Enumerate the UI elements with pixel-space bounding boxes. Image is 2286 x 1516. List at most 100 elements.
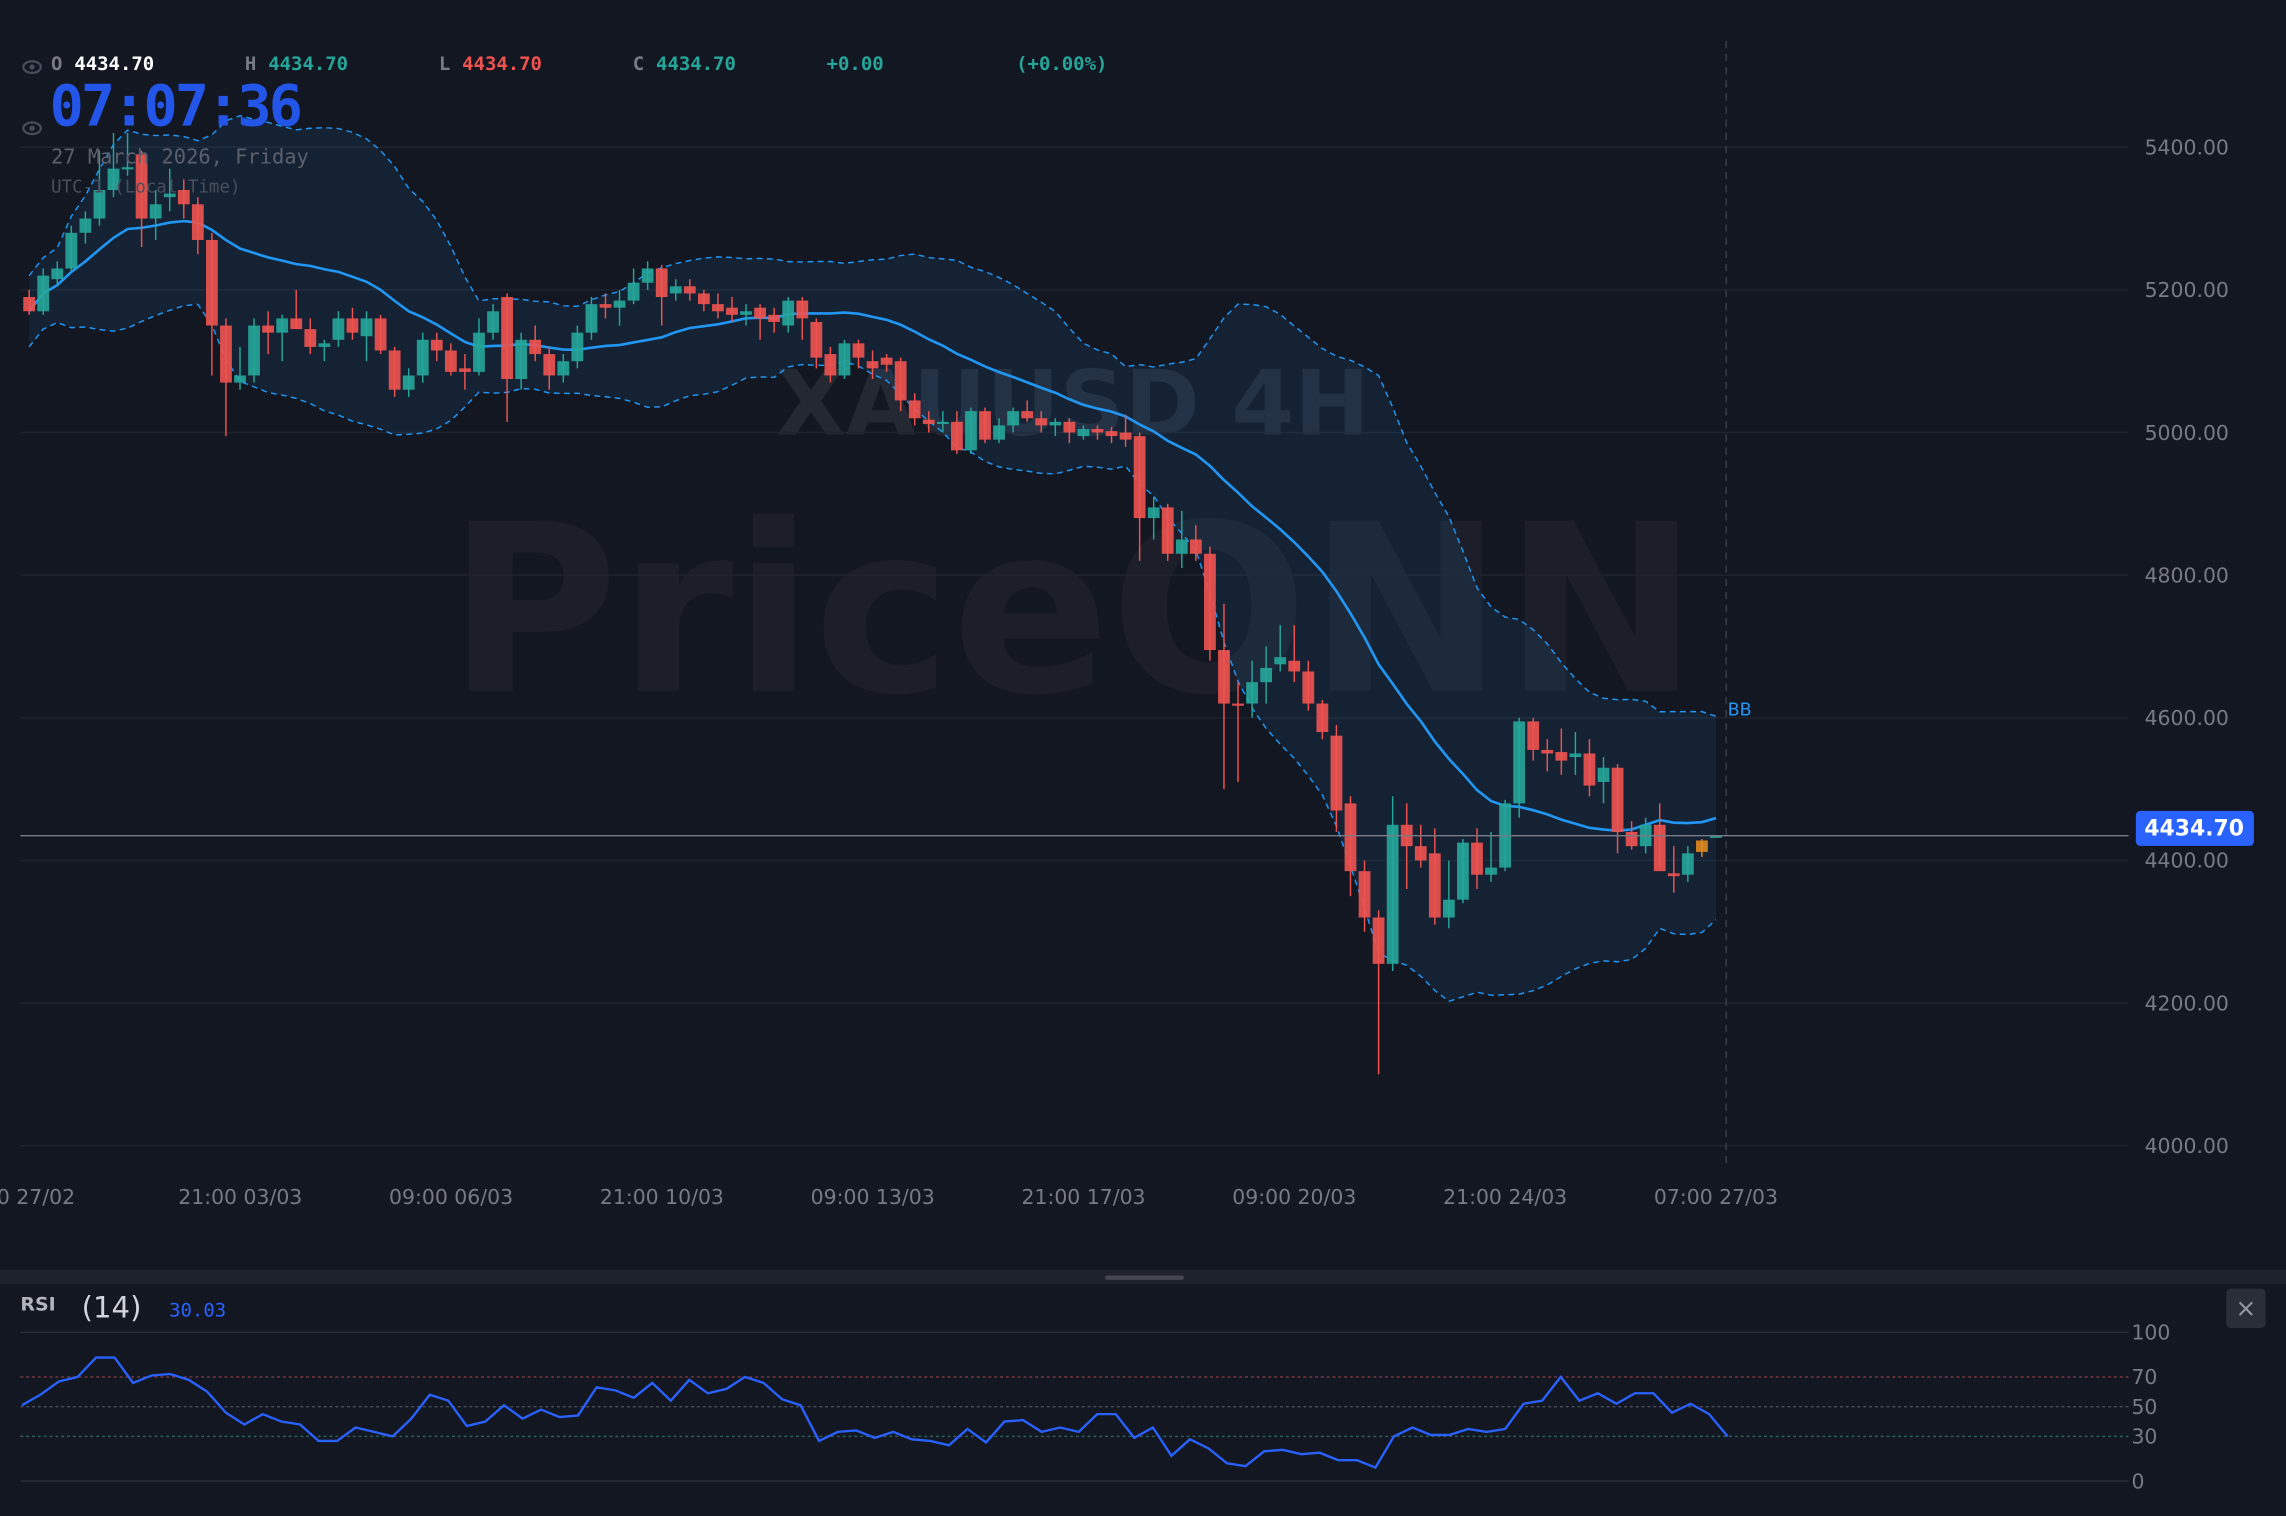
close-rsi-button[interactable]: ×	[2226, 1288, 2266, 1328]
candle-body	[1386, 824, 1399, 964]
candle-body	[529, 339, 542, 355]
candle-body	[487, 311, 499, 333]
candle-body	[782, 300, 795, 326]
candle-body	[290, 318, 303, 330]
candle-body	[1667, 873, 1680, 877]
candle-body	[1513, 721, 1526, 804]
candle	[1527, 717, 1540, 761]
rsi-title: RSI	[20, 1293, 55, 1315]
candle	[740, 304, 752, 326]
candle	[346, 307, 359, 340]
time-tick-label: 07:00 27/03	[1654, 1185, 1778, 1209]
candle	[1667, 846, 1680, 893]
candle-body	[121, 167, 134, 170]
price-tick-label: 4200.00	[2145, 991, 2229, 1015]
candle	[135, 150, 148, 248]
candle	[1457, 839, 1469, 904]
rsi-period: (14)	[82, 1291, 142, 1325]
candle	[1471, 828, 1483, 889]
candle	[430, 332, 443, 362]
candle-body	[416, 339, 429, 376]
candle	[191, 197, 204, 255]
candle-body	[1091, 428, 1104, 433]
candle	[979, 407, 991, 444]
candle-body	[1583, 753, 1596, 786]
candle	[641, 261, 654, 290]
rsi-tick-label: 70	[2131, 1365, 2157, 1389]
candle	[1428, 828, 1441, 925]
eye-icon[interactable]	[22, 121, 42, 136]
candle-body	[1681, 853, 1694, 875]
close-icon[interactable]: ×	[2236, 1293, 2257, 1322]
candle-body	[1274, 657, 1287, 665]
candle	[529, 325, 542, 362]
low-value: 4434.70	[462, 53, 542, 75]
candle-body	[1232, 703, 1244, 706]
candle	[1077, 425, 1090, 440]
price-axis[interactable]: 5400.00 5200.00 5000.00 4800.00 4600.00 4400.…	[2145, 136, 2229, 1159]
candle	[1161, 503, 1174, 561]
candle-body	[318, 343, 331, 347]
candle-body	[79, 218, 92, 233]
candle	[1358, 860, 1371, 932]
candle-body	[402, 375, 415, 390]
candle	[1414, 824, 1427, 868]
candle	[149, 190, 162, 240]
candle	[332, 311, 345, 347]
pane-resize-handle[interactable]	[1105, 1275, 1184, 1280]
candle-body	[1035, 418, 1048, 426]
current-price-value: 4434.70	[2144, 817, 2244, 842]
candle	[1260, 646, 1273, 704]
candle	[318, 339, 331, 362]
candle-body	[852, 343, 865, 358]
price-tick-label: 5200.00	[2145, 278, 2229, 302]
candle	[1344, 796, 1357, 897]
candle-body	[1175, 539, 1188, 554]
ohlc-legend: O 4434.70 H 4434.70 L 4434.70 C 4434.70 …	[22, 53, 1107, 197]
time-tick-label: 21:00 24/03	[1443, 1185, 1567, 1209]
eye-icon[interactable]	[22, 60, 42, 74]
candle	[543, 346, 556, 390]
clock-date: 27 March 2026, Friday	[51, 144, 309, 168]
candle	[627, 268, 640, 305]
candle-body	[1695, 840, 1708, 852]
candle-body	[1021, 411, 1034, 419]
candle	[65, 225, 78, 273]
candle-body	[1457, 842, 1469, 900]
candle-body	[1105, 431, 1118, 437]
candle	[838, 339, 851, 380]
candle	[1021, 400, 1034, 422]
candle-body	[726, 307, 738, 315]
price-tick-label: 5400.00	[2145, 136, 2229, 160]
time-axis[interactable]: 00 27/02 21:00 03/03 09:00 06/03 21:00 10/0…	[0, 1185, 1778, 1209]
candle	[1569, 732, 1582, 775]
time-tick-label: 21:00 17/03	[1022, 1185, 1146, 1209]
candle-body	[501, 297, 513, 380]
candle-body	[1344, 803, 1357, 872]
candle-body	[965, 411, 977, 451]
candle-body	[234, 375, 246, 383]
candle-body	[655, 268, 668, 298]
candle-body	[107, 168, 120, 191]
time-tick-label: 09:00 20/03	[1232, 1185, 1356, 1209]
candle	[1218, 603, 1230, 790]
high-value: 4434.70	[268, 53, 348, 75]
candle	[1175, 510, 1188, 569]
candle	[880, 354, 893, 372]
candle-body	[1260, 667, 1273, 683]
rsi-tick-label: 30	[2131, 1425, 2157, 1449]
time-tick-label: 09:00 13/03	[811, 1185, 935, 1209]
candle	[1105, 426, 1118, 444]
candle-body	[908, 400, 921, 419]
candle-body	[1625, 831, 1638, 847]
price-tick-label: 4000.00	[2145, 1134, 2229, 1158]
candle-body	[936, 421, 949, 425]
candle-body	[543, 354, 556, 376]
candle-body	[866, 361, 879, 369]
candle	[557, 354, 570, 383]
candle	[965, 407, 977, 454]
candle-body	[1077, 428, 1090, 437]
candles	[23, 132, 1722, 1075]
candle-body	[697, 293, 710, 305]
